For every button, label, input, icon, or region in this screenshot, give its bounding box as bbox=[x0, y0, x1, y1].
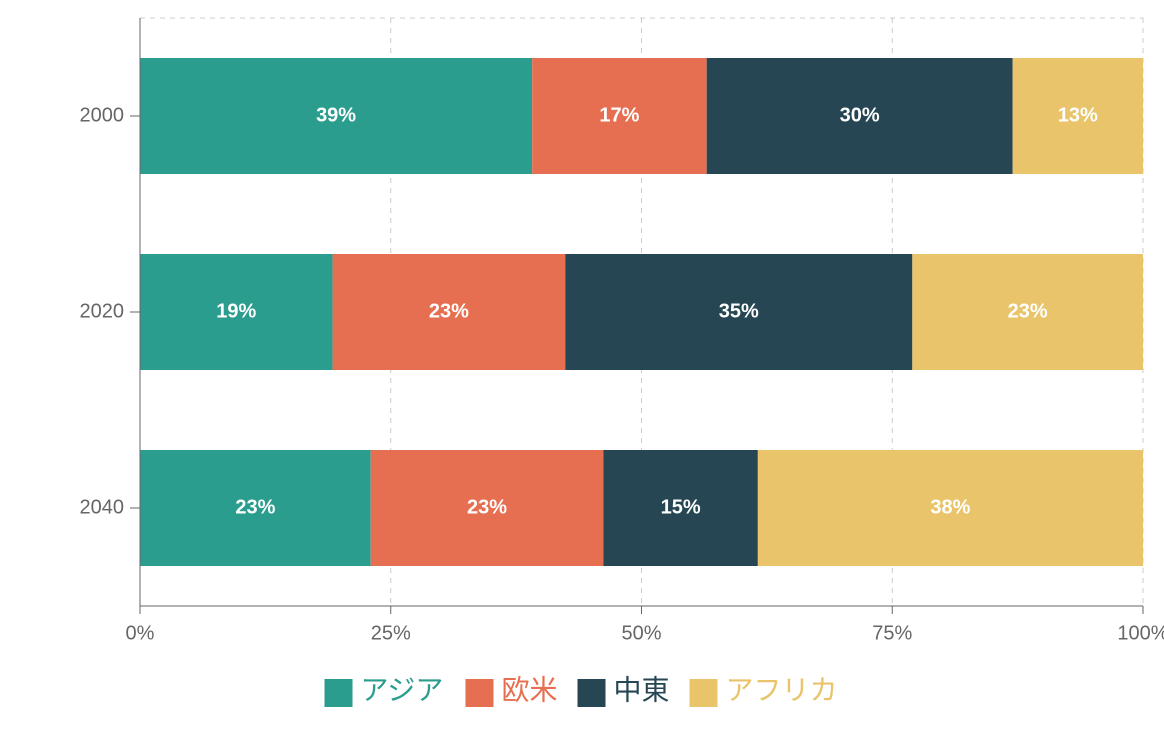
bar bbox=[140, 254, 333, 370]
legend-label: アフリカ bbox=[726, 674, 838, 705]
data-label: 23% bbox=[467, 496, 507, 518]
data-label: 35% bbox=[719, 300, 759, 322]
bar bbox=[370, 450, 604, 566]
x-tick-label: 75% bbox=[872, 622, 912, 644]
data-label: 39% bbox=[316, 104, 356, 126]
y-tick-label: 2000 bbox=[80, 104, 125, 126]
legend-label: アジア bbox=[361, 674, 444, 705]
data-label: 38% bbox=[930, 496, 970, 518]
bar bbox=[532, 58, 707, 174]
data-label: 23% bbox=[429, 300, 469, 322]
data-label: 30% bbox=[840, 104, 880, 126]
y-tick-label: 2020 bbox=[80, 300, 125, 322]
x-tick-label: 25% bbox=[371, 622, 411, 644]
legend-swatch bbox=[465, 679, 494, 707]
bar bbox=[140, 58, 533, 174]
data-label: 17% bbox=[599, 104, 639, 126]
x-tick-label: 50% bbox=[621, 622, 661, 644]
bar bbox=[706, 58, 1013, 174]
bar bbox=[757, 450, 1143, 566]
bar bbox=[565, 254, 913, 370]
bar bbox=[332, 254, 566, 370]
bar bbox=[603, 450, 758, 566]
legend-swatch bbox=[324, 679, 353, 707]
data-label: 23% bbox=[235, 496, 275, 518]
legend-label: 欧米 bbox=[502, 674, 558, 705]
bar bbox=[140, 450, 371, 566]
data-label: 23% bbox=[1008, 300, 1048, 322]
x-tick-label: 100% bbox=[1117, 622, 1164, 644]
bar bbox=[1012, 58, 1143, 174]
data-label: 19% bbox=[216, 300, 256, 322]
legend-swatch bbox=[577, 679, 606, 707]
x-tick-label: 0% bbox=[126, 622, 155, 644]
y-tick-label: 2040 bbox=[80, 496, 125, 518]
data-label: 15% bbox=[661, 496, 701, 518]
legend-label: 中東 bbox=[614, 674, 670, 705]
legend-swatch bbox=[689, 679, 718, 707]
data-label: 13% bbox=[1058, 104, 1098, 126]
bar bbox=[912, 254, 1143, 370]
